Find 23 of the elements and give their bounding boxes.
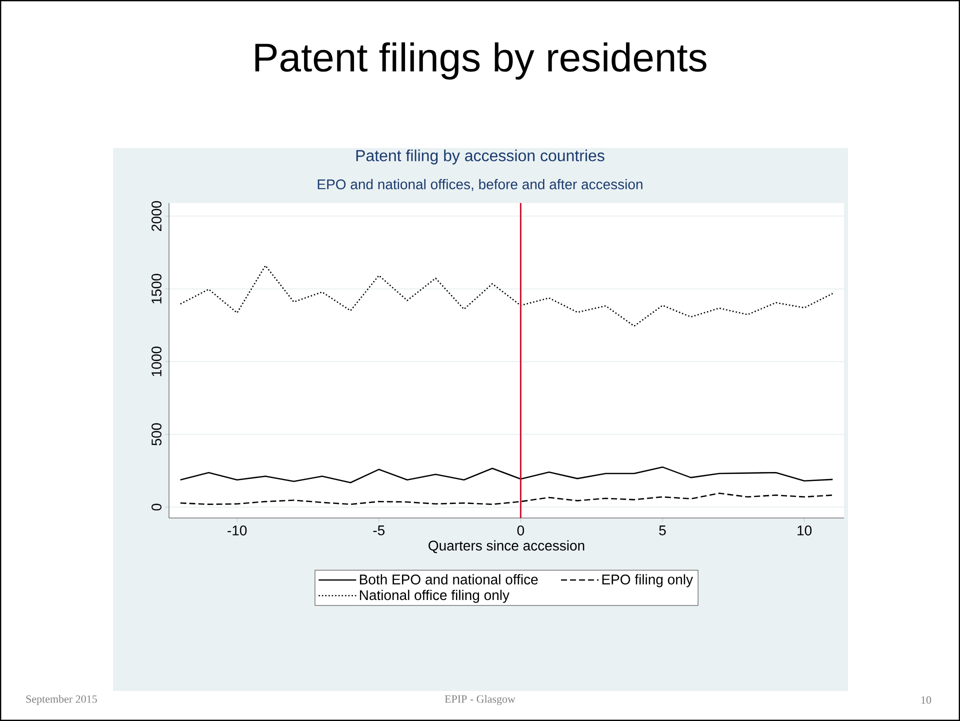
text: September 2015 <box>26 695 97 705</box>
legend-label: National office filing only <box>360 590 510 603</box>
x-tick-label: 10 <box>798 526 812 536</box>
text: 10 <box>921 696 932 704</box>
line-series <box>180 492 834 505</box>
x-tick-label: 0 <box>517 526 524 536</box>
chart-subtitle: EPO and national offices, before and after accession <box>318 179 642 191</box>
y-tick-label: 1000 <box>152 346 162 376</box>
x-tick-label: -5 <box>373 526 385 536</box>
text: EPIP - Glasgow <box>444 695 516 705</box>
y-tick-label: 2000 <box>152 201 162 231</box>
y-tick-label: 0 <box>152 504 162 510</box>
line-series <box>180 466 834 484</box>
legend-label: Both EPO and national office <box>360 574 538 584</box>
line-series <box>180 264 834 327</box>
y-tick-label: 500 <box>152 423 162 446</box>
text: Patent filings by residents <box>255 42 706 80</box>
x-tick-label: -10 <box>228 526 247 536</box>
y-tick-label: 1500 <box>152 274 162 304</box>
chart-title: Patent filing by accession countries <box>356 150 604 164</box>
x-axis-title: Quarters since accession <box>428 540 584 554</box>
x-tick-label: 5 <box>659 526 666 536</box>
legend-label: EPO filing only <box>602 574 693 588</box>
